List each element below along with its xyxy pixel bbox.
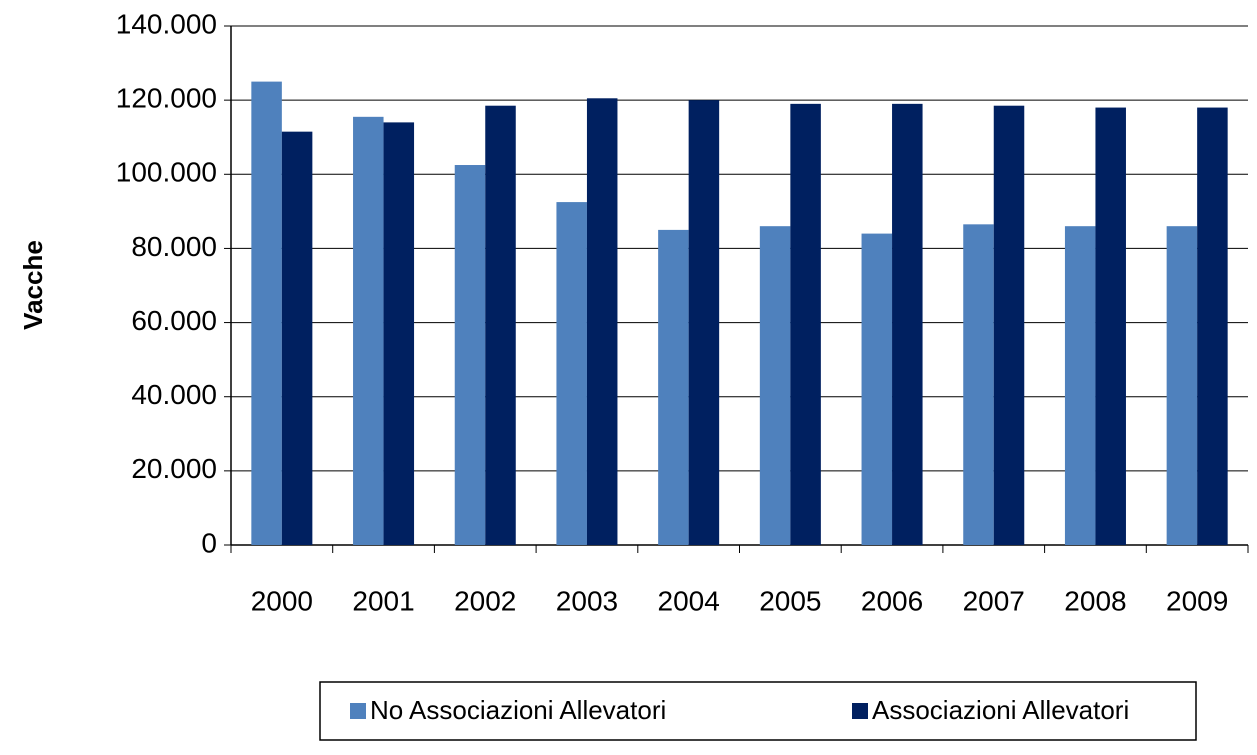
bar [688, 100, 720, 546]
y-tick-label: 20.000 [131, 453, 217, 484]
x-tick-label: 2000 [251, 585, 313, 616]
legend-label: Associazioni Allevatori [872, 695, 1129, 725]
bar [861, 233, 893, 545]
y-tick-label: 120.000 [116, 83, 217, 114]
bar [251, 81, 282, 545]
y-tick-label: 0 [201, 527, 217, 558]
x-tick-label: 2003 [556, 585, 618, 616]
x-tick-label: 2004 [658, 585, 720, 616]
bar [586, 98, 618, 546]
y-tick-label: 100.000 [116, 157, 217, 188]
y-tick-label: 80.000 [131, 231, 217, 262]
bar [993, 105, 1025, 545]
bar [281, 131, 313, 545]
bar [963, 224, 994, 545]
bar [485, 105, 516, 545]
legend-swatch [350, 703, 366, 719]
bar [454, 165, 486, 545]
x-tick-label: 2008 [1064, 585, 1126, 616]
bar [556, 202, 587, 545]
x-tick-label: 2001 [352, 585, 414, 616]
y-axis-title: Vacche [18, 240, 48, 330]
legend-label: No Associazioni Allevatori [370, 695, 666, 725]
legend-swatch [852, 703, 868, 719]
bar [790, 103, 821, 545]
bar [1166, 226, 1198, 545]
bar [383, 122, 415, 545]
x-tick-label: 2002 [454, 585, 516, 616]
x-tick-label: 2009 [1166, 585, 1228, 616]
y-tick-label: 40.000 [131, 379, 217, 410]
bar [1095, 107, 1126, 546]
bar [759, 226, 791, 545]
x-tick-label: 2006 [861, 585, 923, 616]
bar [658, 229, 689, 545]
x-tick-label: 2005 [759, 585, 821, 616]
bar [1197, 107, 1228, 546]
y-tick-label: 140.000 [116, 8, 217, 39]
y-tick-label: 60.000 [131, 305, 217, 336]
bar [1064, 226, 1096, 545]
x-tick-label: 2007 [963, 585, 1025, 616]
bar [892, 103, 923, 545]
bar [353, 116, 384, 545]
legend-box [319, 681, 1197, 741]
